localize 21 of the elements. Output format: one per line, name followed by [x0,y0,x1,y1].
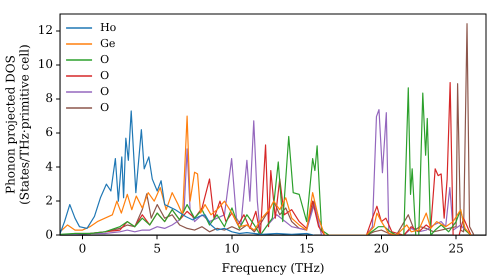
x-tick-label: 25 [448,242,464,256]
y-tick-label: 2 [45,193,54,208]
x-tick-label: 0 [78,242,86,256]
legend-label: O [100,100,110,114]
legend-label: O [100,68,110,82]
y-tick-label: 4 [45,159,54,174]
y-tick-label: 10 [38,57,54,72]
x-axis-title: Frequency (THz) [222,260,324,275]
x-tick-label: 10 [224,242,240,256]
y-tick-label: 8 [45,91,54,106]
y-tick-label: 6 [45,125,54,140]
legend-label: Ge [100,36,116,50]
legend-label: Ho [100,20,117,34]
y-axis-title: Phonon projected DOS (States/THz·primitive cell) [3,44,32,205]
y-tick-label: 12 [38,23,54,38]
legend-label: O [100,84,110,98]
y-tick-label: 0 [45,227,54,242]
legend-label: O [100,52,110,66]
x-tick-label: 5 [153,242,162,256]
x-tick-label: 20 [374,242,390,256]
x-tick-label: 15 [299,242,314,256]
